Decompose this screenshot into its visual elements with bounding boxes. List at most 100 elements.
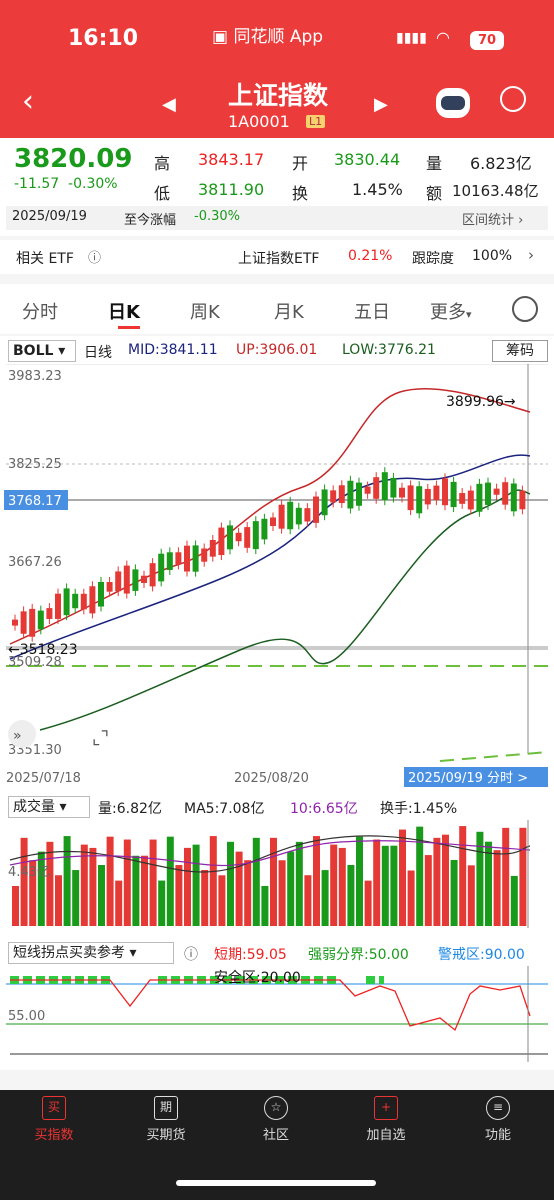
signal-help-icon[interactable]: ⓘ [184,947,198,963]
y-tick: 3509.28 [8,655,62,670]
prev-stock-icon[interactable]: ◀ [162,94,176,115]
interval-stats-link[interactable]: 区间统计 › [462,213,524,228]
tab-more[interactable]: 更多▾ [430,302,472,323]
volume-bar [381,845,389,926]
period-tabs [0,284,554,334]
vol-label: 量 [426,154,443,173]
nav-functions[interactable]: ≡ 功能 [458,1096,538,1143]
chevron-right-icon: › [528,246,534,264]
help-icon[interactable]: ⓘ [88,251,102,266]
volume-bar [89,847,97,926]
x-date: 2025/08/20 [234,771,309,786]
x-date: 2025/07/18 [6,771,81,786]
tab-weekly-k[interactable]: 周K [190,302,220,323]
turn-label: 换 [292,184,309,203]
volume-bar [12,886,19,926]
star-icon: ☆ [264,1096,288,1120]
signal-chart[interactable]: 安全区:20.00 55.00 [0,966,554,1062]
header: 16:10 ▣ 同花顺 App ▮▮▮▮ ◠ 70 ‹ ◀ 上证指数 1A000… [0,0,554,138]
range-bar[interactable]: 2025/09/19 至今涨幅 -0.30% 区间统计 › [6,206,548,230]
signal-line [10,979,531,1032]
volume-bar [450,859,458,926]
signal-warn: 警戒区:90.00 [438,947,525,963]
boll-mid: MID:3841.11 [128,342,218,358]
turn-value: 1.45% [352,180,403,199]
fenshi-link: 2025/09/19 分时 > [408,771,528,786]
volume-bar [278,860,286,926]
volume-bar [321,870,329,926]
volume-bar [166,836,174,926]
volume-bar [55,875,62,926]
volume-bar [72,870,80,926]
volume-value: 量:6.82亿 [98,801,162,817]
fullscreen-icon: ⌞⌝ [92,728,109,749]
volume-bar [106,836,114,926]
volume-bar [390,845,398,926]
volume-bar [433,837,441,926]
tab-five-day[interactable]: 五日 [354,302,390,323]
menu-icon: ≡ [486,1096,510,1120]
amt-label: 额 [426,184,443,203]
vol-value: 6.823亿 [470,154,532,173]
volume-bar [416,826,424,926]
volume-bar [192,844,200,926]
volume-select[interactable]: 成交量 ▾ [8,796,90,818]
range-date: 2025/09/19 [12,209,87,224]
tab-monthly-k[interactable]: 月K [274,302,304,323]
volume-bar [218,875,226,926]
volume-bar [287,851,295,926]
open-value: 3830.44 [334,150,401,169]
volume-bar [209,836,217,926]
nav-buy-futures[interactable]: 期买期货 [126,1096,206,1143]
boll-low-line [39,489,531,731]
tab-fenshi[interactable]: 分时 [22,302,58,323]
safe-zone-label: 安全区:20.00 [214,969,301,986]
back-icon[interactable]: ‹ [22,84,34,119]
volume-bar [493,850,501,926]
chip-button[interactable]: 筹码 [492,340,548,362]
volume-bar [175,865,183,926]
volume-bar [252,837,260,926]
volume-bar [347,864,355,926]
boll-up: UP:3906.01 [236,342,318,358]
current-price-tag: 3768.17 [8,494,62,509]
track-value: 100% [472,248,513,264]
volume-bar [46,841,54,926]
ma10-value: 10:6.65亿 [290,801,358,817]
nav-buy-index[interactable]: 买买指数 [14,1096,94,1143]
volume-bar [63,836,71,926]
period-label: 日线 [84,345,112,361]
volume-bar [132,855,140,926]
high-value: 3843.17 [198,150,265,169]
search-icon[interactable] [500,86,526,112]
settings-icon[interactable] [512,296,538,322]
volume-bar [20,837,28,926]
volume-bar [502,827,510,926]
home-indicator [176,1180,376,1186]
nav-add-watch[interactable]: + 加自选 [346,1096,426,1143]
etf-row[interactable]: 相关 ETF ⓘ 上证指数ETF 0.21% 跟踪度 100% › [0,240,554,274]
page-title: 上证指数 [228,81,329,110]
volume-bar [29,860,37,926]
kline-chart[interactable]: 3983.23 3825.25 3667.26 3509.28 3351.30 … [0,364,554,794]
volume-tick: 4.43亿 [8,865,50,880]
volume-bar [149,839,157,926]
indicator-select[interactable]: BOLL ▾ [8,340,76,362]
max-price-mark: 3899.96→ [446,394,516,410]
robot-icon[interactable] [436,88,470,118]
volume-bar [201,870,209,926]
level-badge: L1 [306,115,326,128]
volume-chart[interactable]: 4.43亿 [0,820,554,928]
volume-bar [373,839,381,926]
y-tick: 3983.23 [8,369,62,384]
signal-select[interactable]: 短线拐点买卖参考 ▾ [8,942,174,964]
volume-bar [141,855,148,926]
tab-daily-k[interactable]: 日K [108,302,140,323]
volume-bar [459,826,467,926]
volume-bar [304,875,312,926]
quote-panel: 3820.09 -11.57 -0.30% 高 3843.17 开 3830.4… [0,138,554,236]
volume-bar [295,841,303,926]
y-tick: 3667.26 [8,555,62,570]
next-stock-icon[interactable]: ▶ [374,94,388,115]
nav-community[interactable]: ☆ 社区 [236,1096,316,1143]
